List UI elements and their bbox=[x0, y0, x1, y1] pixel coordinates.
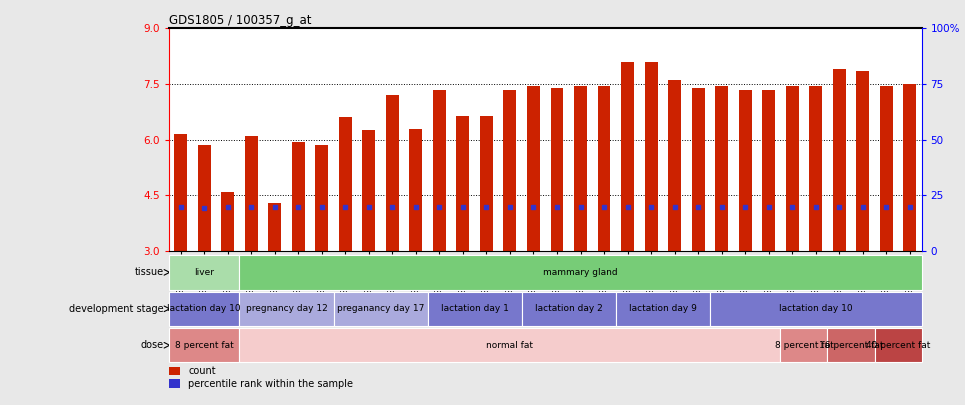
Text: 8 percent fat: 8 percent fat bbox=[775, 341, 834, 350]
Bar bbox=[574, 86, 587, 251]
Text: tissue: tissue bbox=[135, 267, 164, 277]
Bar bbox=[245, 136, 258, 251]
Bar bbox=[198, 145, 210, 251]
Bar bbox=[362, 130, 375, 251]
Bar bbox=[903, 84, 917, 251]
Bar bbox=[597, 86, 611, 251]
Text: lactation day 1: lactation day 1 bbox=[441, 304, 509, 313]
Text: GDS1805 / 100357_g_at: GDS1805 / 100357_g_at bbox=[169, 14, 312, 27]
Bar bbox=[738, 90, 752, 251]
Bar bbox=[880, 86, 893, 251]
Text: dose: dose bbox=[141, 340, 164, 350]
Bar bbox=[856, 71, 869, 251]
Bar bbox=[504, 90, 516, 251]
Text: lactation day 9: lactation day 9 bbox=[629, 304, 697, 313]
Text: lactation day 10: lactation day 10 bbox=[167, 304, 241, 313]
Text: percentile rank within the sample: percentile rank within the sample bbox=[188, 379, 353, 389]
Text: 8 percent fat: 8 percent fat bbox=[175, 341, 234, 350]
Bar bbox=[480, 115, 493, 251]
Bar bbox=[762, 90, 775, 251]
Bar bbox=[645, 62, 657, 251]
Bar bbox=[621, 62, 634, 251]
Text: preganancy day 17: preganancy day 17 bbox=[337, 304, 425, 313]
Bar bbox=[174, 134, 187, 251]
Text: development stage: development stage bbox=[69, 304, 164, 314]
Text: 16 percent fat: 16 percent fat bbox=[818, 341, 883, 350]
Text: lactation day 10: lactation day 10 bbox=[779, 304, 852, 313]
Bar bbox=[386, 95, 399, 251]
Bar bbox=[833, 69, 845, 251]
Bar bbox=[221, 192, 234, 251]
Bar bbox=[291, 142, 305, 251]
Bar bbox=[456, 115, 469, 251]
Bar bbox=[339, 117, 352, 251]
Bar bbox=[316, 145, 328, 251]
Text: mammary gland: mammary gland bbox=[543, 268, 618, 277]
Bar bbox=[268, 203, 281, 251]
Text: normal fat: normal fat bbox=[486, 341, 534, 350]
Bar bbox=[810, 86, 822, 251]
Bar bbox=[786, 86, 799, 251]
Text: 40 percent fat: 40 percent fat bbox=[866, 341, 930, 350]
Bar bbox=[527, 86, 540, 251]
Text: lactation day 2: lactation day 2 bbox=[535, 304, 602, 313]
Bar bbox=[433, 90, 446, 251]
Bar bbox=[550, 88, 564, 251]
Bar bbox=[409, 129, 423, 251]
Text: liver: liver bbox=[194, 268, 214, 277]
Bar bbox=[692, 88, 704, 251]
Bar bbox=[668, 80, 681, 251]
Text: pregnancy day 12: pregnancy day 12 bbox=[246, 304, 327, 313]
Text: count: count bbox=[188, 366, 216, 376]
Bar bbox=[715, 86, 729, 251]
